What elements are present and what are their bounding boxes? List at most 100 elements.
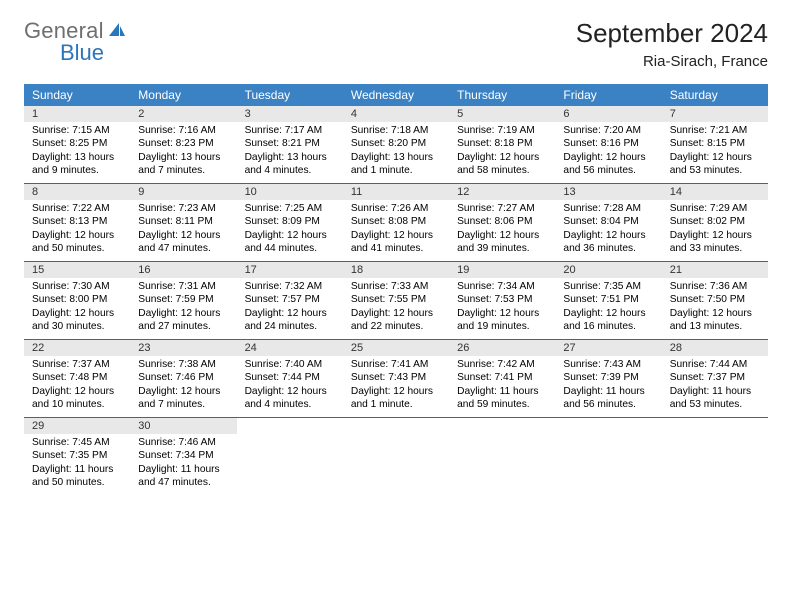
sunrise-text: Sunrise: 7:22 AM (32, 202, 124, 215)
sunset-text: Sunset: 7:41 PM (457, 371, 549, 384)
day-number (237, 418, 343, 434)
day-cell: Sunrise: 7:16 AMSunset: 8:23 PMDaylight:… (130, 122, 236, 183)
daylight-text: Daylight: 13 hours and 4 minutes. (245, 151, 337, 178)
day-cell (449, 434, 555, 495)
sunrise-text: Sunrise: 7:40 AM (245, 358, 337, 371)
daybody-row: Sunrise: 7:45 AMSunset: 7:35 PMDaylight:… (24, 434, 768, 495)
sunset-text: Sunset: 8:06 PM (457, 215, 549, 228)
week-row: 2930Sunrise: 7:45 AMSunset: 7:35 PMDayli… (24, 418, 768, 495)
daynum-row: 1234567 (24, 106, 768, 122)
daylight-text: Daylight: 13 hours and 7 minutes. (138, 151, 230, 178)
sunset-text: Sunset: 8:04 PM (563, 215, 655, 228)
day-header: Thursday (449, 84, 555, 106)
day-header: Monday (130, 84, 236, 106)
day-cell (555, 434, 661, 495)
daynum-row: 22232425262728 (24, 340, 768, 356)
day-number: 17 (237, 262, 343, 278)
sunrise-text: Sunrise: 7:43 AM (563, 358, 655, 371)
day-cell: Sunrise: 7:37 AMSunset: 7:48 PMDaylight:… (24, 356, 130, 417)
day-cell (237, 434, 343, 495)
day-cell: Sunrise: 7:31 AMSunset: 7:59 PMDaylight:… (130, 278, 236, 339)
day-number: 29 (24, 418, 130, 434)
daylight-text: Daylight: 12 hours and 58 minutes. (457, 151, 549, 178)
day-cell: Sunrise: 7:41 AMSunset: 7:43 PMDaylight:… (343, 356, 449, 417)
day-cell: Sunrise: 7:23 AMSunset: 8:11 PMDaylight:… (130, 200, 236, 261)
day-number: 5 (449, 106, 555, 122)
day-cell: Sunrise: 7:42 AMSunset: 7:41 PMDaylight:… (449, 356, 555, 417)
day-cell: Sunrise: 7:15 AMSunset: 8:25 PMDaylight:… (24, 122, 130, 183)
sunset-text: Sunset: 8:13 PM (32, 215, 124, 228)
sunset-text: Sunset: 7:55 PM (351, 293, 443, 306)
sunrise-text: Sunrise: 7:31 AM (138, 280, 230, 293)
sunset-text: Sunset: 7:43 PM (351, 371, 443, 384)
sunset-text: Sunset: 7:46 PM (138, 371, 230, 384)
sunrise-text: Sunrise: 7:21 AM (670, 124, 762, 137)
day-number (449, 418, 555, 434)
day-cell: Sunrise: 7:32 AMSunset: 7:57 PMDaylight:… (237, 278, 343, 339)
day-cell: Sunrise: 7:25 AMSunset: 8:09 PMDaylight:… (237, 200, 343, 261)
day-cell: Sunrise: 7:28 AMSunset: 8:04 PMDaylight:… (555, 200, 661, 261)
sunrise-text: Sunrise: 7:16 AM (138, 124, 230, 137)
day-cell: Sunrise: 7:29 AMSunset: 8:02 PMDaylight:… (662, 200, 768, 261)
day-number: 13 (555, 184, 661, 200)
day-number: 10 (237, 184, 343, 200)
week-row: 891011121314Sunrise: 7:22 AMSunset: 8:13… (24, 184, 768, 262)
day-cell: Sunrise: 7:46 AMSunset: 7:34 PMDaylight:… (130, 434, 236, 495)
sunset-text: Sunset: 8:25 PM (32, 137, 124, 150)
sunrise-text: Sunrise: 7:20 AM (563, 124, 655, 137)
day-cell (662, 434, 768, 495)
day-header: Friday (555, 84, 661, 106)
logo-sail-icon (108, 18, 126, 44)
day-cell: Sunrise: 7:19 AMSunset: 8:18 PMDaylight:… (449, 122, 555, 183)
day-header-row: Sunday Monday Tuesday Wednesday Thursday… (24, 84, 768, 106)
day-number: 4 (343, 106, 449, 122)
daylight-text: Daylight: 12 hours and 33 minutes. (670, 229, 762, 256)
sunrise-text: Sunrise: 7:46 AM (138, 436, 230, 449)
sunrise-text: Sunrise: 7:17 AM (245, 124, 337, 137)
day-cell: Sunrise: 7:27 AMSunset: 8:06 PMDaylight:… (449, 200, 555, 261)
sunset-text: Sunset: 7:44 PM (245, 371, 337, 384)
sunset-text: Sunset: 7:37 PM (670, 371, 762, 384)
day-header: Wednesday (343, 84, 449, 106)
day-number: 12 (449, 184, 555, 200)
day-number: 26 (449, 340, 555, 356)
month-title: September 2024 (576, 18, 768, 49)
daylight-text: Daylight: 12 hours and 50 minutes. (32, 229, 124, 256)
day-number: 25 (343, 340, 449, 356)
sunrise-text: Sunrise: 7:32 AM (245, 280, 337, 293)
sunrise-text: Sunrise: 7:37 AM (32, 358, 124, 371)
daynum-row: 2930 (24, 418, 768, 434)
day-number: 16 (130, 262, 236, 278)
daylight-text: Daylight: 12 hours and 22 minutes. (351, 307, 443, 334)
day-number: 9 (130, 184, 236, 200)
daylight-text: Daylight: 11 hours and 50 minutes. (32, 463, 124, 490)
daylight-text: Daylight: 11 hours and 59 minutes. (457, 385, 549, 412)
day-number: 18 (343, 262, 449, 278)
sunset-text: Sunset: 7:59 PM (138, 293, 230, 306)
daylight-text: Daylight: 12 hours and 4 minutes. (245, 385, 337, 412)
week-row: 1234567Sunrise: 7:15 AMSunset: 8:25 PMDa… (24, 106, 768, 184)
day-number (555, 418, 661, 434)
day-number: 8 (24, 184, 130, 200)
week-row: 22232425262728Sunrise: 7:37 AMSunset: 7:… (24, 340, 768, 418)
sunset-text: Sunset: 7:34 PM (138, 449, 230, 462)
sunrise-text: Sunrise: 7:33 AM (351, 280, 443, 293)
daylight-text: Daylight: 11 hours and 53 minutes. (670, 385, 762, 412)
day-number: 11 (343, 184, 449, 200)
sunset-text: Sunset: 8:16 PM (563, 137, 655, 150)
day-number: 19 (449, 262, 555, 278)
day-number (343, 418, 449, 434)
day-cell: Sunrise: 7:35 AMSunset: 7:51 PMDaylight:… (555, 278, 661, 339)
day-number: 24 (237, 340, 343, 356)
sunset-text: Sunset: 8:23 PM (138, 137, 230, 150)
location: Ria-Sirach, France (576, 53, 768, 70)
day-header: Sunday (24, 84, 130, 106)
sunrise-text: Sunrise: 7:25 AM (245, 202, 337, 215)
daylight-text: Daylight: 12 hours and 7 minutes. (138, 385, 230, 412)
sunset-text: Sunset: 8:00 PM (32, 293, 124, 306)
daylight-text: Daylight: 12 hours and 24 minutes. (245, 307, 337, 334)
sunrise-text: Sunrise: 7:18 AM (351, 124, 443, 137)
title-block: September 2024 Ria-Sirach, France (576, 18, 768, 70)
day-number: 28 (662, 340, 768, 356)
sunrise-text: Sunrise: 7:30 AM (32, 280, 124, 293)
